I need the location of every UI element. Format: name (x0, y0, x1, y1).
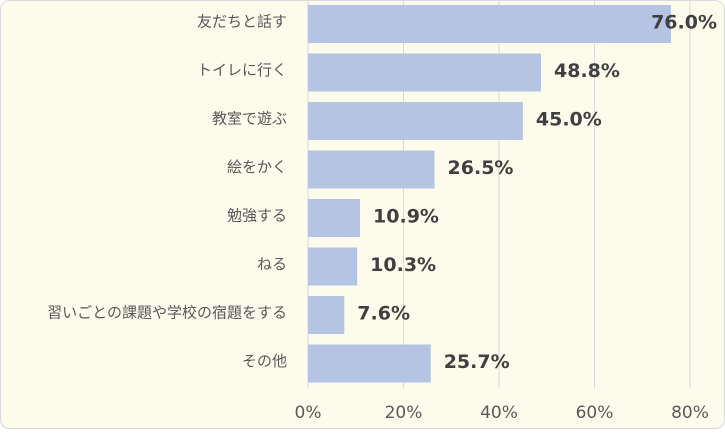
category-label: 教室で遊ぶ (212, 110, 287, 128)
bar (308, 199, 361, 237)
bar (308, 102, 523, 140)
x-tick-label: 60% (576, 403, 614, 423)
category-label: 友だちと話す (197, 13, 287, 31)
category-label: 絵をかく (227, 158, 287, 176)
x-tick-label: 40% (480, 403, 518, 423)
bar (308, 247, 358, 286)
data-label: 26.5% (448, 157, 514, 179)
data-label: 76.0% (651, 12, 717, 34)
bar (308, 296, 345, 334)
data-label: 45.0% (536, 109, 602, 131)
bar (308, 5, 671, 43)
bar (308, 344, 431, 383)
data-label: 10.3% (370, 254, 436, 276)
x-axis-ticks: 0% 20% 40% 60% 80% (295, 403, 709, 423)
category-labels: 友だちと話すトイレに行く教室で遊ぶ絵をかく勉強するねる習いごとの課題や学校の宿題… (47, 13, 287, 371)
category-label: ねる (257, 255, 287, 273)
bars (308, 5, 671, 383)
x-tick-label: 80% (671, 403, 709, 423)
data-label: 10.9% (373, 206, 439, 228)
data-label: 7.6% (357, 303, 410, 325)
data-label: 25.7% (444, 351, 510, 373)
x-tick-label: 0% (295, 403, 322, 423)
bar (308, 53, 542, 92)
category-label: 習いごとの課題や学校の宿題をする (47, 304, 287, 322)
category-label: 勉強する (227, 207, 287, 225)
category-label: トイレに行く (197, 61, 287, 79)
category-label: その他 (242, 352, 287, 370)
bar (308, 150, 435, 189)
x-tick-label: 20% (385, 403, 423, 423)
data-labels: 76.0% 48.8% 45.0% 26.5% 10.9% 10.3% 7.6% 25.7% (357, 12, 717, 374)
data-label: 48.8% (554, 60, 620, 82)
